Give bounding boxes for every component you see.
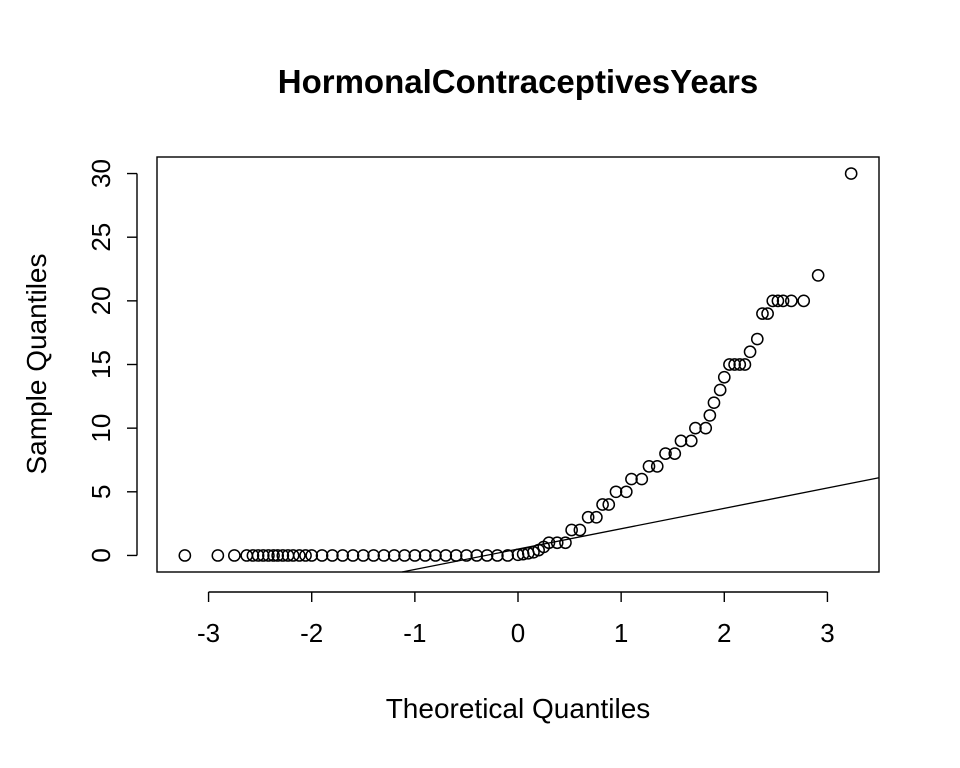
data-point (336, 549, 350, 562)
data-point (271, 549, 285, 562)
data-point (246, 549, 260, 562)
data-point (811, 269, 825, 282)
data-point (305, 549, 319, 562)
data-point (356, 549, 370, 562)
data-point (387, 549, 401, 562)
data-point (449, 549, 463, 562)
data-point (491, 549, 504, 562)
data-point (756, 307, 769, 320)
x-tick-label: 3 (820, 618, 834, 648)
data-point (650, 459, 664, 473)
data-point (625, 472, 638, 486)
y-tick-label: 30 (86, 159, 116, 188)
data-point (286, 549, 300, 562)
y-axis-label: Sample Quantiles (21, 253, 52, 474)
data-point (267, 549, 280, 562)
data-point (771, 294, 785, 308)
y-axis: 0 5 10 15 20 25 30 (86, 159, 138, 563)
x-tick-label: -2 (300, 618, 323, 648)
data-point (699, 421, 713, 435)
data-point (659, 447, 672, 460)
data-point (761, 307, 774, 320)
data-point (228, 549, 241, 562)
data-point (581, 510, 595, 524)
data-point (797, 294, 811, 308)
data-point (398, 549, 411, 562)
x-tick-label: -3 (197, 618, 220, 648)
data-point (565, 523, 578, 537)
data-point (211, 549, 225, 562)
data-point (602, 498, 616, 511)
data-point (776, 294, 790, 308)
data-point (178, 549, 192, 562)
data-point (292, 549, 306, 562)
data-point (377, 549, 391, 562)
data-point (590, 510, 603, 524)
data-point (733, 358, 747, 371)
data-point (703, 409, 717, 422)
data-point (251, 549, 265, 562)
data-point (418, 549, 432, 562)
data-point (635, 472, 649, 486)
y-tick-label: 0 (86, 548, 116, 562)
data-point (325, 549, 339, 562)
x-tick-label: -1 (403, 618, 426, 648)
data-point (844, 167, 858, 180)
y-tick-label: 25 (86, 223, 116, 252)
data-point (707, 396, 721, 410)
data-point (256, 549, 270, 562)
data-point (470, 549, 484, 562)
data-point (743, 345, 757, 359)
plot-area-frame (156, 156, 880, 573)
data-point (723, 358, 736, 371)
data-point (784, 294, 798, 308)
data-point (728, 358, 741, 371)
data-point (429, 549, 442, 562)
x-axis: -3 -2 -1 0 1 2 3 (197, 591, 835, 648)
y-tick-label: 15 (86, 350, 116, 379)
y-tick-label: 20 (86, 286, 116, 315)
data-point (559, 536, 572, 550)
data-point (619, 485, 633, 499)
y-tick-label: 10 (86, 414, 116, 443)
data-point (367, 549, 380, 562)
x-tick-label: 0 (511, 618, 525, 648)
x-axis-label: Theoretical Quantiles (386, 693, 651, 724)
data-point (408, 549, 422, 562)
data-point (642, 459, 656, 473)
data-point (766, 294, 780, 308)
data-point (573, 523, 587, 537)
data-point (501, 549, 515, 562)
data-point (542, 536, 556, 550)
data-point (550, 536, 564, 550)
chart-title: HormonalContraceptivesYears (278, 63, 759, 100)
x-tick-label: 2 (717, 618, 731, 648)
data-point (713, 383, 727, 397)
y-tick-label: 5 (86, 485, 116, 499)
data-point (750, 332, 764, 346)
data-point (674, 434, 688, 448)
data-point (460, 549, 473, 562)
points-layer (178, 167, 858, 562)
data-point (609, 485, 623, 499)
qq-reference-line (401, 477, 880, 573)
x-tick-label: 1 (614, 618, 628, 648)
data-point (299, 549, 312, 562)
data-point (668, 447, 682, 460)
data-point (738, 358, 752, 371)
data-point (717, 370, 731, 384)
data-point (480, 549, 494, 562)
data-point (596, 498, 609, 511)
reference-line-layer (401, 477, 880, 573)
data-point (346, 549, 360, 562)
data-point (689, 421, 702, 435)
data-point (315, 549, 329, 562)
data-point (262, 549, 275, 562)
data-point (276, 549, 290, 562)
data-point (439, 549, 453, 562)
data-point (684, 434, 698, 448)
